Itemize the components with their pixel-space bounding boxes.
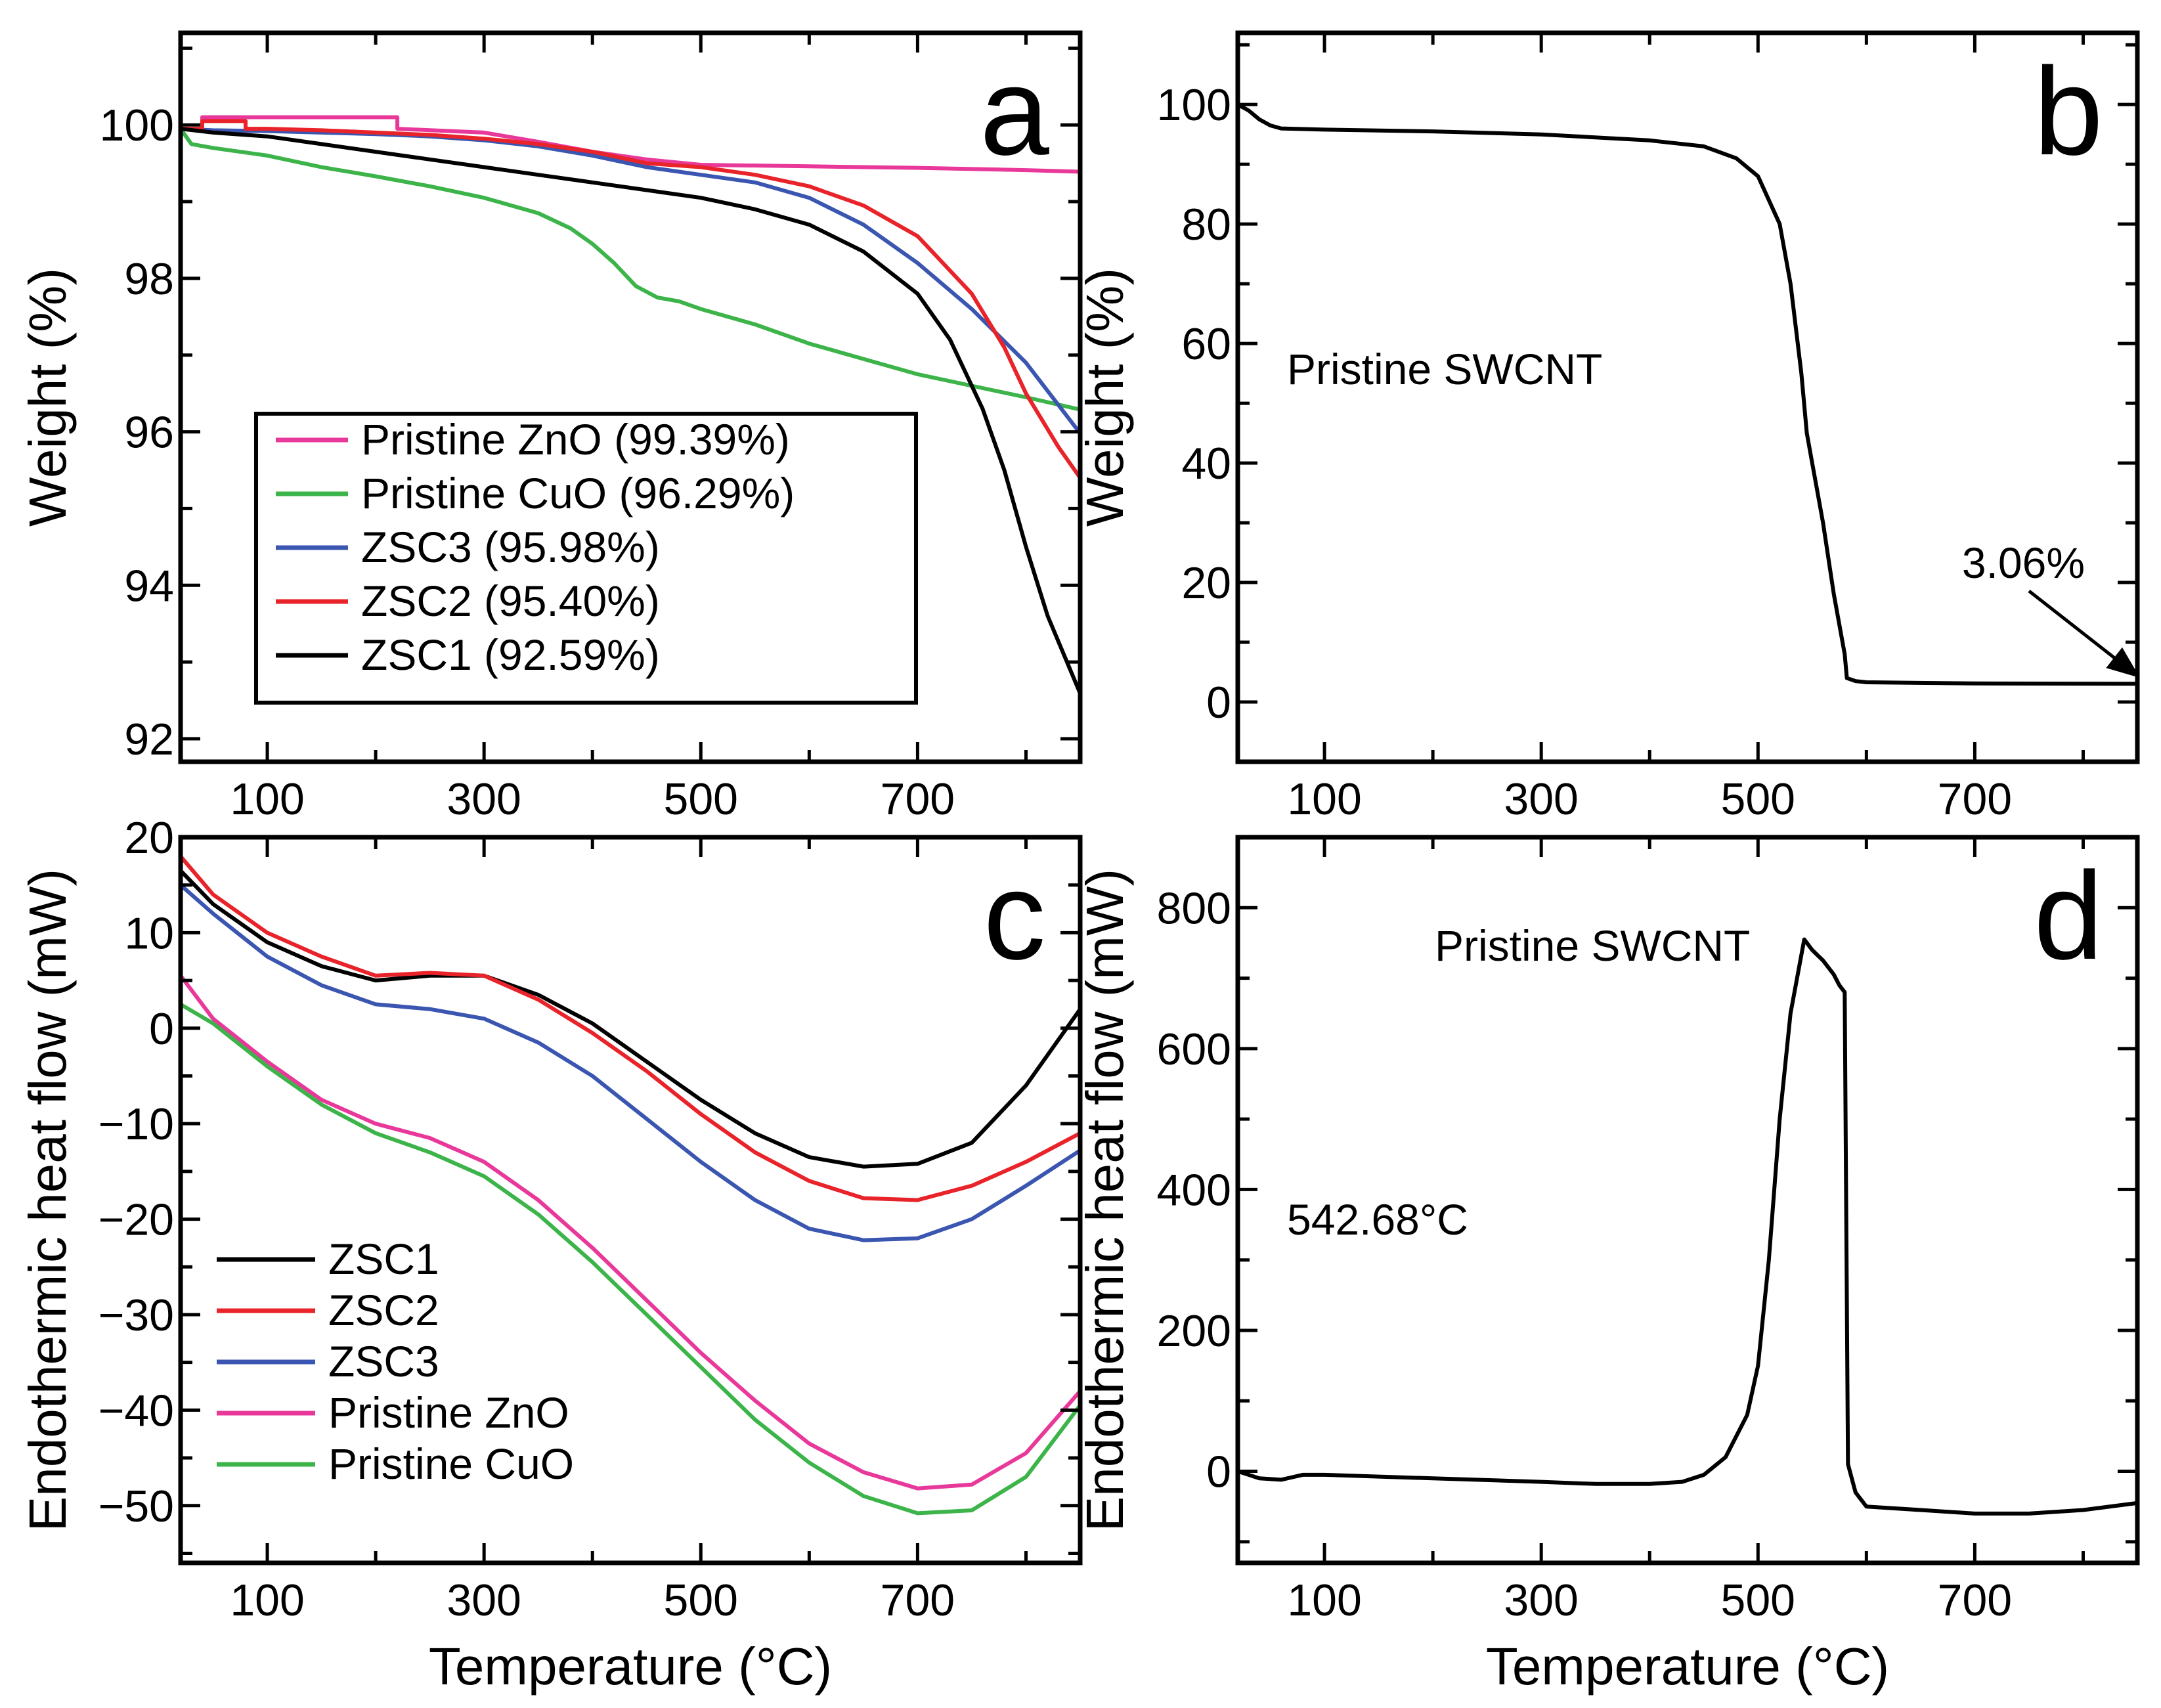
annotation-label: Pristine SWCNT [1287,345,1602,393]
panel-letter: d [2034,846,2103,986]
y-tick-label: 100 [1157,80,1231,130]
series-line-5 [181,1002,1080,1516]
series-line-2 [181,127,1080,412]
y-tick-label: 200 [1157,1306,1231,1356]
y-tick-label: 98 [124,254,174,304]
y-tick-label: 60 [1181,319,1231,369]
y-axis-label: Endothermic heat flow (mW) [1076,869,1134,1531]
y-tick-label: −40 [98,1386,174,1435]
y-tick-label: 100 [100,100,174,150]
legend: Pristine ZnO (99.39%) Pristine CuO (96.29… [254,412,918,705]
series-group [181,115,1080,695]
y-tick-label: 94 [124,561,174,611]
x-axis-label: Temperature (°C) [429,1637,832,1696]
panel-a: 100 300 500 700 92 94 96 98 100 Weight (%) a Pristi… [18,30,1083,824]
y-tick-label: 96 [124,408,174,458]
y-axis-label: Endothermic heat flow (mW) [18,869,77,1531]
legend-entry: ZSC1 (92.59%) [361,630,660,679]
y-tick-label: −10 [98,1099,174,1149]
series-line-1 [1238,937,2137,1516]
series-line-1 [181,868,1080,1169]
series-line-5 [181,127,1080,695]
plot-frame [178,30,1083,764]
y-tick-label: 0 [1206,1447,1231,1497]
legend-entry: ZSC2 (95.40%) [361,577,660,625]
y-tick-label: 0 [1206,678,1231,728]
y-tick-label: −50 [98,1481,174,1531]
y-axis-label: Weight (%) [1076,268,1134,527]
y-tick-label: 20 [124,813,174,863]
y-tick-label: 800 [1157,883,1231,933]
x-tick-label: 100 [1287,774,1361,824]
y-axis-label: Weight (%) [18,268,77,527]
x-tick-label: 500 [664,1575,738,1625]
panel-c: 100 300 500 700 −50 −40 −30 −20 −10 0 10 20 Endother… [18,813,1083,1696]
legend-entry: Pristine CuO (96.29%) [361,469,795,517]
x-tick-label: 700 [881,774,955,824]
series-line-4 [181,119,1080,480]
y-tick-label: 400 [1157,1165,1231,1215]
series-line-1 [1238,102,2137,686]
x-tick-label: 500 [1721,1575,1795,1625]
x-tick-label: 300 [1504,1575,1578,1625]
legend-entry: Pristine CuO [328,1439,574,1488]
legend-entry: ZSC2 [328,1286,439,1334]
panel-letter: c [984,846,1046,986]
x-tick-label: 100 [230,774,304,824]
x-tick-label: 700 [881,1575,955,1625]
y-tick-label: 600 [1157,1024,1231,1074]
y-tick-label: 10 [124,908,174,958]
y-tick-label: 40 [1181,439,1231,489]
legend-entry: ZSC1 [328,1235,439,1283]
y-tick-label: 80 [1181,200,1231,250]
x-tick-label: 300 [447,1575,521,1625]
x-tick-label: 700 [1938,1575,2012,1625]
x-tick-label: 500 [1721,774,1795,824]
plot-frame [1235,30,2140,764]
series-group [1238,937,2137,1516]
panel-b: 100 300 500 700 0 20 40 60 80 100 Weight (%) b Prist… [1076,30,2140,824]
panel-d: 100 300 500 700 0 200 400 600 800 Endothermic hea… [1076,835,2140,1696]
y-tick-label: 92 [124,714,174,764]
x-tick-label: 700 [1938,774,2012,824]
x-tick-label: 300 [1504,774,1578,824]
legend-entry: Pristine ZnO [328,1388,569,1437]
series-line-3 [181,883,1080,1242]
y-tick-label: −20 [98,1195,174,1245]
legend-box [254,412,918,705]
annotation-label: Pristine SWCNT [1435,921,1750,970]
panel-letter: a [980,42,1049,181]
series-line-3 [181,127,1080,435]
legend-entry: Pristine ZnO (99.39%) [361,415,790,464]
y-tick-label: 20 [1181,558,1231,608]
x-axis-label: Temperature (°C) [1486,1637,1889,1696]
series-group [1238,102,2137,686]
series-line-2 [181,854,1080,1202]
x-tick-label: 100 [230,1575,304,1625]
panel-letter: b [2034,42,2103,181]
plot-frame [178,835,1083,1566]
y-tick-label: 0 [149,1004,174,1054]
series-group [181,854,1080,1516]
y-tick-label: −30 [98,1290,174,1340]
annotation-arrow [2028,590,2140,678]
legend-entry: ZSC3 (95.98%) [361,523,660,571]
annotation-label: 542.68°C [1287,1195,1468,1244]
annotation-label: 3.06% [1962,538,2085,587]
x-tick-label: 100 [1287,1575,1361,1625]
x-tick-label: 300 [447,774,521,824]
series-line-4 [181,973,1080,1491]
plot-frame [1235,835,2140,1566]
x-tick-label: 500 [664,774,738,824]
legend-entry: ZSC3 [328,1337,439,1386]
